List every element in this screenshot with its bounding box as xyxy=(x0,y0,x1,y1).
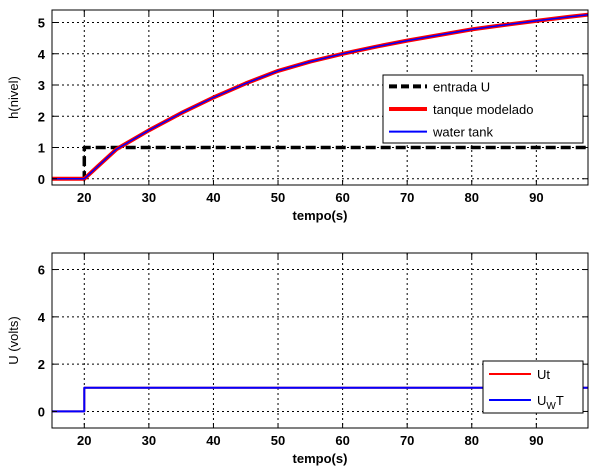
y-tick-label: 2 xyxy=(38,357,45,372)
legend-label: entrada U xyxy=(433,79,490,94)
x-tick-label: 70 xyxy=(400,190,414,205)
x-axis-label: tempo(s) xyxy=(293,451,348,466)
axes-frame xyxy=(51,252,589,429)
y-tick-label: 1 xyxy=(38,141,45,156)
y-tick-label: 2 xyxy=(38,109,45,124)
x-tick-label: 40 xyxy=(206,433,220,448)
y-tick-label: 0 xyxy=(38,404,45,419)
x-tick-label: 40 xyxy=(206,190,220,205)
x-tick-label: 70 xyxy=(400,433,414,448)
axes-frame xyxy=(51,9,589,186)
x-axis-label: tempo(s) xyxy=(293,208,348,223)
y-tick-label: 5 xyxy=(38,16,45,31)
legend-label: tanque modelado xyxy=(433,102,533,117)
legend: Ut UWT xyxy=(482,360,584,414)
series-line xyxy=(52,386,588,413)
x-tick-label: 90 xyxy=(529,433,543,448)
y-tick-label: 0 xyxy=(38,172,45,187)
series-line xyxy=(52,13,589,180)
legend: entrada U tanque modelado water tank xyxy=(382,74,584,144)
legend-label: Ut xyxy=(537,367,550,382)
x-tick-label: 30 xyxy=(142,433,156,448)
y-axis-label: U (volts) xyxy=(6,316,21,364)
legend-label: UWT xyxy=(537,393,564,412)
y-tick-label: 4 xyxy=(38,47,46,62)
y-tick-label: 3 xyxy=(38,78,45,93)
x-tick-label: 60 xyxy=(335,433,349,448)
x-tick-label: 30 xyxy=(142,190,156,205)
y-tick-label: 4 xyxy=(38,310,46,325)
x-tick-label: 20 xyxy=(77,433,91,448)
x-tick-label: 90 xyxy=(529,190,543,205)
y-tick-label: 6 xyxy=(38,263,45,278)
legend-label: water tank xyxy=(432,125,493,140)
chart-1: 20 30 40 50 60 70 80 90 0 1 2 3 4 5 tempo(s) h(nivel) en… xyxy=(6,9,589,223)
x-tick-label: 60 xyxy=(335,190,349,205)
legend-box xyxy=(482,360,584,414)
x-tick-label: 80 xyxy=(465,433,479,448)
y-axis-label: h(nivel) xyxy=(6,76,21,119)
x-tick-label: 50 xyxy=(271,190,285,205)
x-tick-label: 80 xyxy=(465,190,479,205)
x-tick-label: 50 xyxy=(271,433,285,448)
x-tick-label: 20 xyxy=(77,190,91,205)
